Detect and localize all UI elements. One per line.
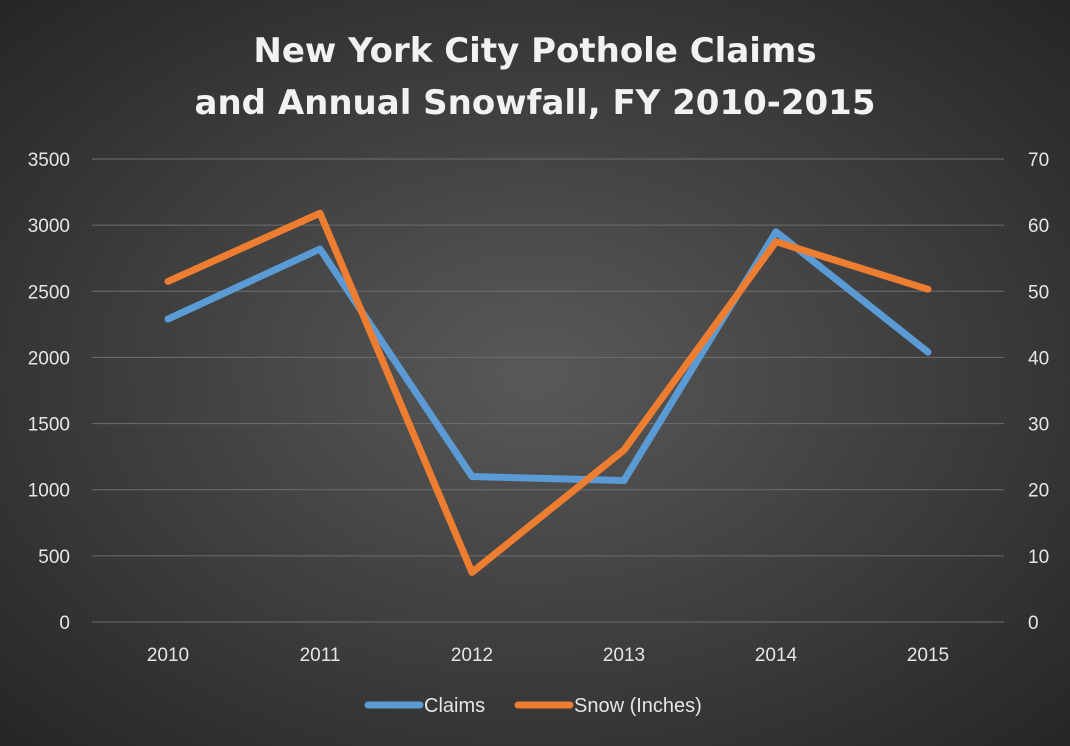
chart-title-line-1: New York City Pothole Claims xyxy=(253,31,816,71)
y-left-tick-label: 0 xyxy=(59,613,70,634)
y-left-tick-label: 3500 xyxy=(28,150,70,171)
x-tick-label: 2014 xyxy=(755,645,798,666)
y-right-tick-label: 10 xyxy=(1028,547,1049,568)
y-left-tick-label: 2500 xyxy=(28,282,70,303)
y-right-tick-label: 30 xyxy=(1028,415,1049,436)
y-left-tick-label: 1000 xyxy=(28,481,70,502)
legend: Claims Snow (Inches) xyxy=(364,695,702,717)
y-left-tick-label: 1500 xyxy=(28,415,70,436)
gridlines xyxy=(92,158,1004,623)
legend-label: Claims xyxy=(424,695,485,717)
chart-title-line-2: and Annual Snowfall, FY 2010-2015 xyxy=(195,83,876,123)
series-lines xyxy=(164,209,932,576)
legend-label: Snow (Inches) xyxy=(574,695,702,717)
right-axis-ticks: 0 10 20 30 40 50 60 70 xyxy=(1028,150,1049,634)
y-right-tick-label: 60 xyxy=(1028,216,1049,237)
left-axis-ticks: 0 500 1000 1500 2000 2500 3000 3500 xyxy=(28,150,70,634)
x-tick-label: 2013 xyxy=(603,645,645,666)
x-axis-ticks: 2010 2011 2012 2013 2014 2015 xyxy=(147,645,949,666)
x-tick-label: 2012 xyxy=(451,645,493,666)
y-right-tick-label: 70 xyxy=(1028,150,1049,171)
y-right-tick-label: 0 xyxy=(1028,613,1039,634)
x-tick-label: 2015 xyxy=(907,645,949,666)
y-left-tick-label: 3000 xyxy=(28,216,70,237)
x-tick-label: 2011 xyxy=(300,645,341,666)
y-right-tick-label: 50 xyxy=(1028,282,1049,303)
series-line-snow-inches xyxy=(164,209,932,576)
y-left-tick-label: 2000 xyxy=(28,348,70,369)
y-left-tick-label: 500 xyxy=(38,547,70,568)
y-right-tick-label: 40 xyxy=(1028,348,1049,369)
y-right-tick-label: 20 xyxy=(1028,481,1049,502)
x-tick-label: 2010 xyxy=(147,645,189,666)
